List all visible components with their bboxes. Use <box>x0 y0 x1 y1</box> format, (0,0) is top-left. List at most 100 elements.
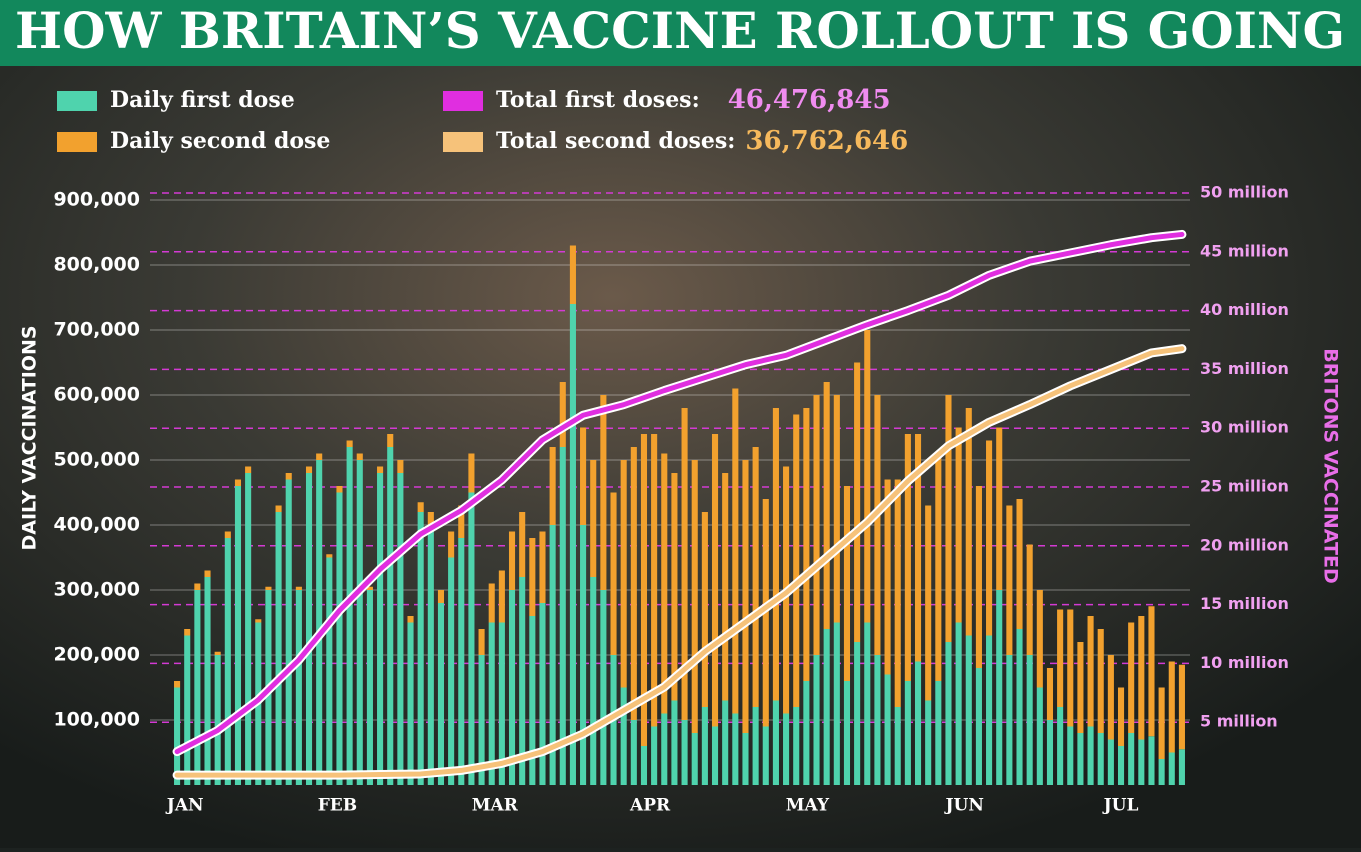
bar <box>326 554 333 558</box>
legend-total: 36,762,646 <box>745 126 908 156</box>
bar <box>519 577 526 785</box>
y-tick-label: 100,000 <box>53 709 140 731</box>
bar <box>783 713 790 785</box>
bar <box>793 707 800 785</box>
bar <box>914 661 922 785</box>
bar <box>580 427 587 525</box>
bar <box>1128 733 1135 785</box>
bar <box>803 681 810 785</box>
bar <box>529 538 536 616</box>
bar <box>265 586 272 590</box>
bar <box>549 525 556 785</box>
bar <box>295 590 302 785</box>
bar <box>1006 655 1013 785</box>
bar <box>661 713 668 785</box>
x-tick-label: MAY <box>786 796 830 816</box>
bar <box>275 505 282 512</box>
bar <box>823 629 830 785</box>
y-tick-label: 900,000 <box>53 189 140 211</box>
bar <box>1107 655 1114 740</box>
bar <box>884 479 891 675</box>
y2-tick-label: 20 million <box>1200 535 1289 554</box>
bar <box>833 622 840 785</box>
bar <box>1117 687 1125 746</box>
bar <box>427 525 434 785</box>
bar <box>387 434 394 447</box>
bar <box>1178 749 1185 785</box>
bar <box>732 388 739 714</box>
bar <box>549 447 556 525</box>
bar <box>336 486 343 493</box>
x-tick-label: JUL <box>1102 796 1139 816</box>
bar <box>772 408 779 701</box>
bar <box>498 622 505 785</box>
bar <box>640 434 648 746</box>
bar <box>752 447 759 707</box>
bar <box>488 583 495 623</box>
bar <box>184 635 191 785</box>
bar <box>468 453 475 493</box>
bar <box>1097 733 1104 785</box>
x-tick-label: JAN <box>165 796 204 816</box>
bar <box>803 408 810 681</box>
bar <box>925 700 932 785</box>
bar <box>1158 687 1165 759</box>
bar <box>945 395 952 642</box>
bar <box>478 629 485 655</box>
bar <box>204 577 211 785</box>
bar <box>914 434 922 662</box>
bar <box>600 590 607 785</box>
bar <box>255 619 262 623</box>
chart-title: HOW BRITAIN’S VACCINE ROLLOUT IS GOING <box>15 1 1345 60</box>
bar <box>377 466 384 473</box>
bar <box>1016 499 1023 629</box>
bar <box>630 720 637 785</box>
bar <box>458 538 465 785</box>
y2-tick-label: 35 million <box>1200 359 1289 378</box>
x-tick-label: JUN <box>944 796 984 816</box>
bar <box>580 525 587 785</box>
bar <box>407 616 414 623</box>
bar <box>955 427 962 623</box>
bar <box>681 720 688 785</box>
legend-swatch <box>443 91 483 111</box>
bar <box>275 512 282 785</box>
bar <box>864 330 871 623</box>
bar <box>904 681 911 785</box>
bar <box>945 642 952 785</box>
bar <box>752 707 759 785</box>
bar <box>1117 746 1125 785</box>
legend-swatch <box>443 132 483 152</box>
legend-label: Daily second dose <box>110 128 330 154</box>
bar <box>356 460 363 785</box>
bar <box>935 453 942 681</box>
legend-label: Total second doses: <box>496 128 735 154</box>
bar <box>975 668 982 785</box>
bar <box>1178 664 1185 750</box>
bar <box>935 681 942 785</box>
bar <box>488 622 495 785</box>
bar <box>975 486 982 668</box>
bar <box>326 557 333 785</box>
bar <box>701 707 708 785</box>
x-tick-label: FEB <box>318 796 357 816</box>
bar <box>671 473 678 701</box>
bar <box>1057 707 1064 785</box>
bar <box>986 635 993 785</box>
bar <box>965 408 972 636</box>
bar <box>600 395 607 590</box>
y2-tick-label: 40 million <box>1200 300 1289 319</box>
bar <box>590 460 597 577</box>
bar <box>772 700 779 785</box>
legend-swatch <box>57 91 97 111</box>
bar <box>508 590 516 785</box>
bar <box>691 733 698 785</box>
bar <box>1097 629 1104 733</box>
bar <box>529 616 536 785</box>
bar <box>813 655 820 785</box>
bar <box>1077 642 1084 733</box>
bar <box>630 447 637 720</box>
bar <box>437 603 445 785</box>
bar <box>1087 726 1094 785</box>
bar <box>1128 622 1135 733</box>
